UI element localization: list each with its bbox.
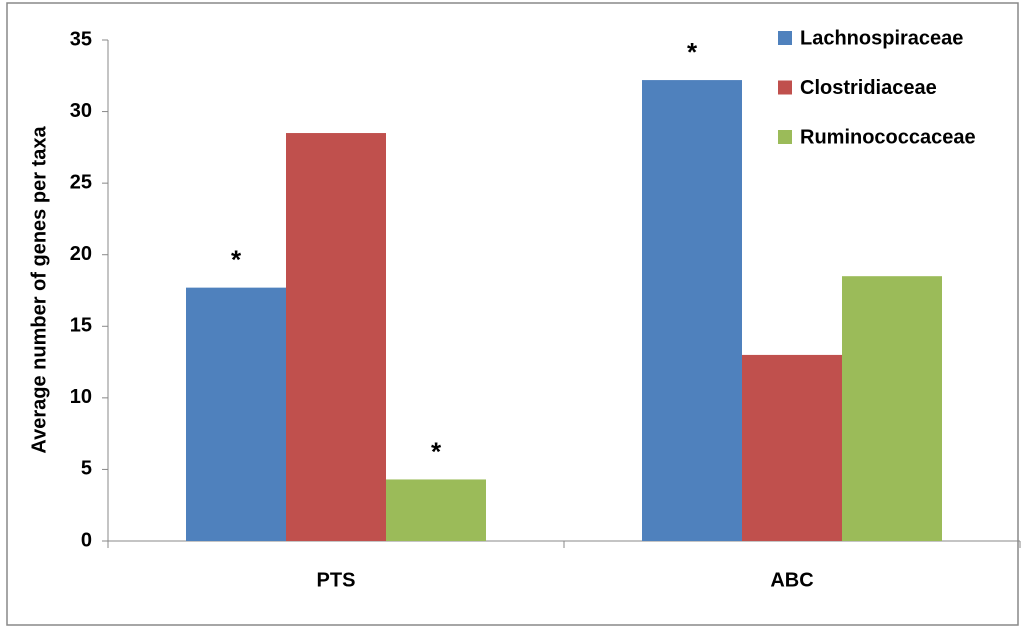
y-tick-label: 0 <box>81 529 92 551</box>
bar <box>642 80 742 541</box>
y-axis-title: Average number of genes per taxa <box>28 126 50 454</box>
bar <box>742 354 842 541</box>
legend-label: Ruminococcaceae <box>800 126 976 148</box>
legend-swatch <box>778 80 792 95</box>
y-tick-label: 35 <box>70 28 92 50</box>
legend-label: Lachnospiraceae <box>800 27 963 49</box>
y-tick-label: 15 <box>70 315 92 337</box>
x-tick-label: PTS <box>317 569 356 591</box>
y-tick-label: 5 <box>81 458 92 480</box>
significance-mark: * <box>431 436 442 466</box>
bar <box>186 287 286 541</box>
legend-swatch <box>778 130 792 144</box>
y-tick-label: 20 <box>70 243 92 265</box>
x-tick-label: ABC <box>770 569 813 591</box>
bar <box>842 276 942 541</box>
significance-mark: * <box>687 37 698 67</box>
legend-swatch <box>778 31 792 45</box>
bar <box>386 479 486 541</box>
legend-label: Clostridiaceae <box>800 77 937 99</box>
y-tick-label: 10 <box>70 386 92 408</box>
y-tick-label: 30 <box>70 100 92 122</box>
significance-mark: * <box>231 245 242 275</box>
y-tick-label: 25 <box>70 171 92 193</box>
bar <box>286 133 386 542</box>
